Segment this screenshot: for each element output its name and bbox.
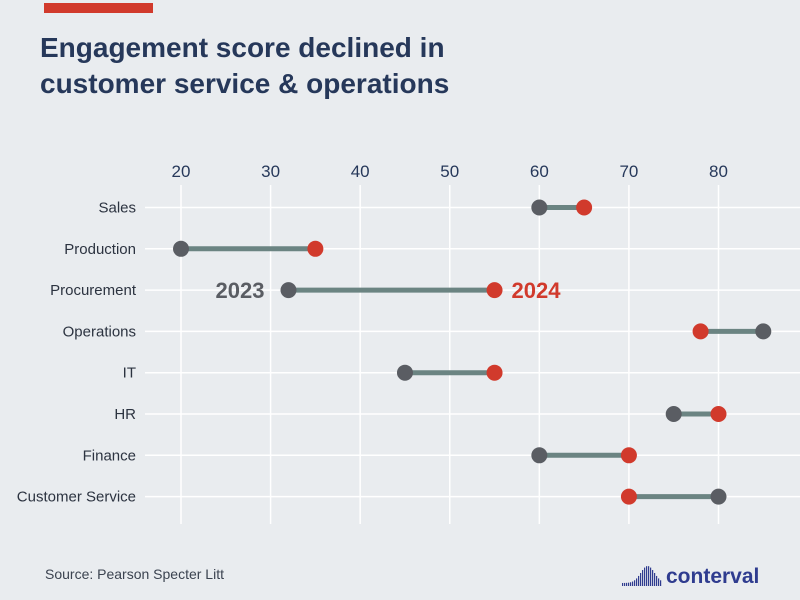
logo-wave-bar xyxy=(638,575,640,586)
series-label-2023: 2023 xyxy=(216,278,265,303)
dot-2024-procurement xyxy=(486,282,503,299)
logo-wave-bar xyxy=(654,573,656,586)
logo-wave-bar xyxy=(660,580,662,586)
logo-wave-bar xyxy=(630,582,632,586)
dumbbell-chart: 20 30 40 50 60 70 80 Sales Production Procuremen… xyxy=(17,162,800,524)
category-label-sales: Sales xyxy=(98,200,136,217)
category-labels: Sales Production Procurement Operations IT HR… xyxy=(17,200,137,506)
logo-wave-bar xyxy=(622,582,624,586)
logo-text: conterval xyxy=(666,565,760,588)
dot-2024-customer-service xyxy=(620,488,637,505)
category-label-customer-service: Customer Service xyxy=(17,489,136,506)
chart-title-line-1: Engagement score declined in xyxy=(40,32,445,63)
dot-2023-customer-service xyxy=(710,488,727,505)
chart-title: Engagement score declined in customer se… xyxy=(40,30,640,102)
category-label-finance: Finance xyxy=(83,447,136,464)
category-label-hr: HR xyxy=(114,406,136,423)
category-label-production: Production xyxy=(64,241,136,258)
logo-wave-bar xyxy=(648,566,650,586)
series-labels: 2023 2024 xyxy=(216,278,562,303)
logo-wave-bar xyxy=(626,582,628,586)
logo-wave-bar xyxy=(656,575,658,586)
gridlines xyxy=(145,185,800,524)
chart-title-line-2: customer service & operations xyxy=(40,68,450,99)
dot-2023-production xyxy=(173,240,189,257)
x-tick-label-80: 80 xyxy=(709,162,728,181)
x-axis-ticks: 20 30 40 50 60 70 80 xyxy=(172,162,728,181)
dot-2023-procurement xyxy=(280,282,297,299)
category-label-procurement: Procurement xyxy=(50,282,137,299)
logo-wave-bar xyxy=(628,582,630,586)
dot-2023-finance xyxy=(531,447,548,464)
dots xyxy=(173,199,772,505)
dot-2023-sales xyxy=(531,199,548,216)
connectors xyxy=(181,205,764,500)
accent-bar xyxy=(44,3,153,13)
series-label-2024: 2024 xyxy=(512,278,562,303)
logo-wave-bar xyxy=(632,581,634,586)
x-tick-label-60: 60 xyxy=(530,162,549,181)
dot-2024-finance xyxy=(620,447,637,464)
dot-2023-it xyxy=(396,364,413,381)
logo-wave-bar xyxy=(658,578,660,586)
x-tick-label-40: 40 xyxy=(351,162,370,181)
logo-wave-bar xyxy=(646,566,648,586)
logo-wave-bar xyxy=(652,570,654,586)
source-note: Source: Pearson Specter Litt xyxy=(45,566,224,582)
category-label-operations: Operations xyxy=(63,323,136,340)
logo-wave-bar xyxy=(650,567,652,586)
x-tick-label-20: 20 xyxy=(172,162,191,181)
conterval-logo: conterval xyxy=(620,562,759,588)
x-tick-label-50: 50 xyxy=(440,162,459,181)
logo-wave-bar xyxy=(634,580,636,586)
logo-wave-bar xyxy=(644,567,646,586)
dot-2023-operations xyxy=(755,323,772,340)
logo-wave-icon xyxy=(622,566,662,586)
dot-2024-it xyxy=(486,364,503,381)
x-tick-label-70: 70 xyxy=(619,162,638,181)
category-label-it: IT xyxy=(123,365,136,382)
dot-2024-operations xyxy=(692,323,709,340)
dot-2024-hr xyxy=(710,406,727,422)
logo-wave-bar xyxy=(624,582,626,586)
x-tick-label-30: 30 xyxy=(261,162,280,181)
dot-2024-production xyxy=(307,240,324,257)
logo-wave-bar xyxy=(640,573,642,586)
logo-wave-bar xyxy=(636,578,638,586)
dot-2023-hr xyxy=(665,406,682,422)
logo-wave-bar xyxy=(642,570,644,586)
dot-2024-sales xyxy=(576,199,593,216)
